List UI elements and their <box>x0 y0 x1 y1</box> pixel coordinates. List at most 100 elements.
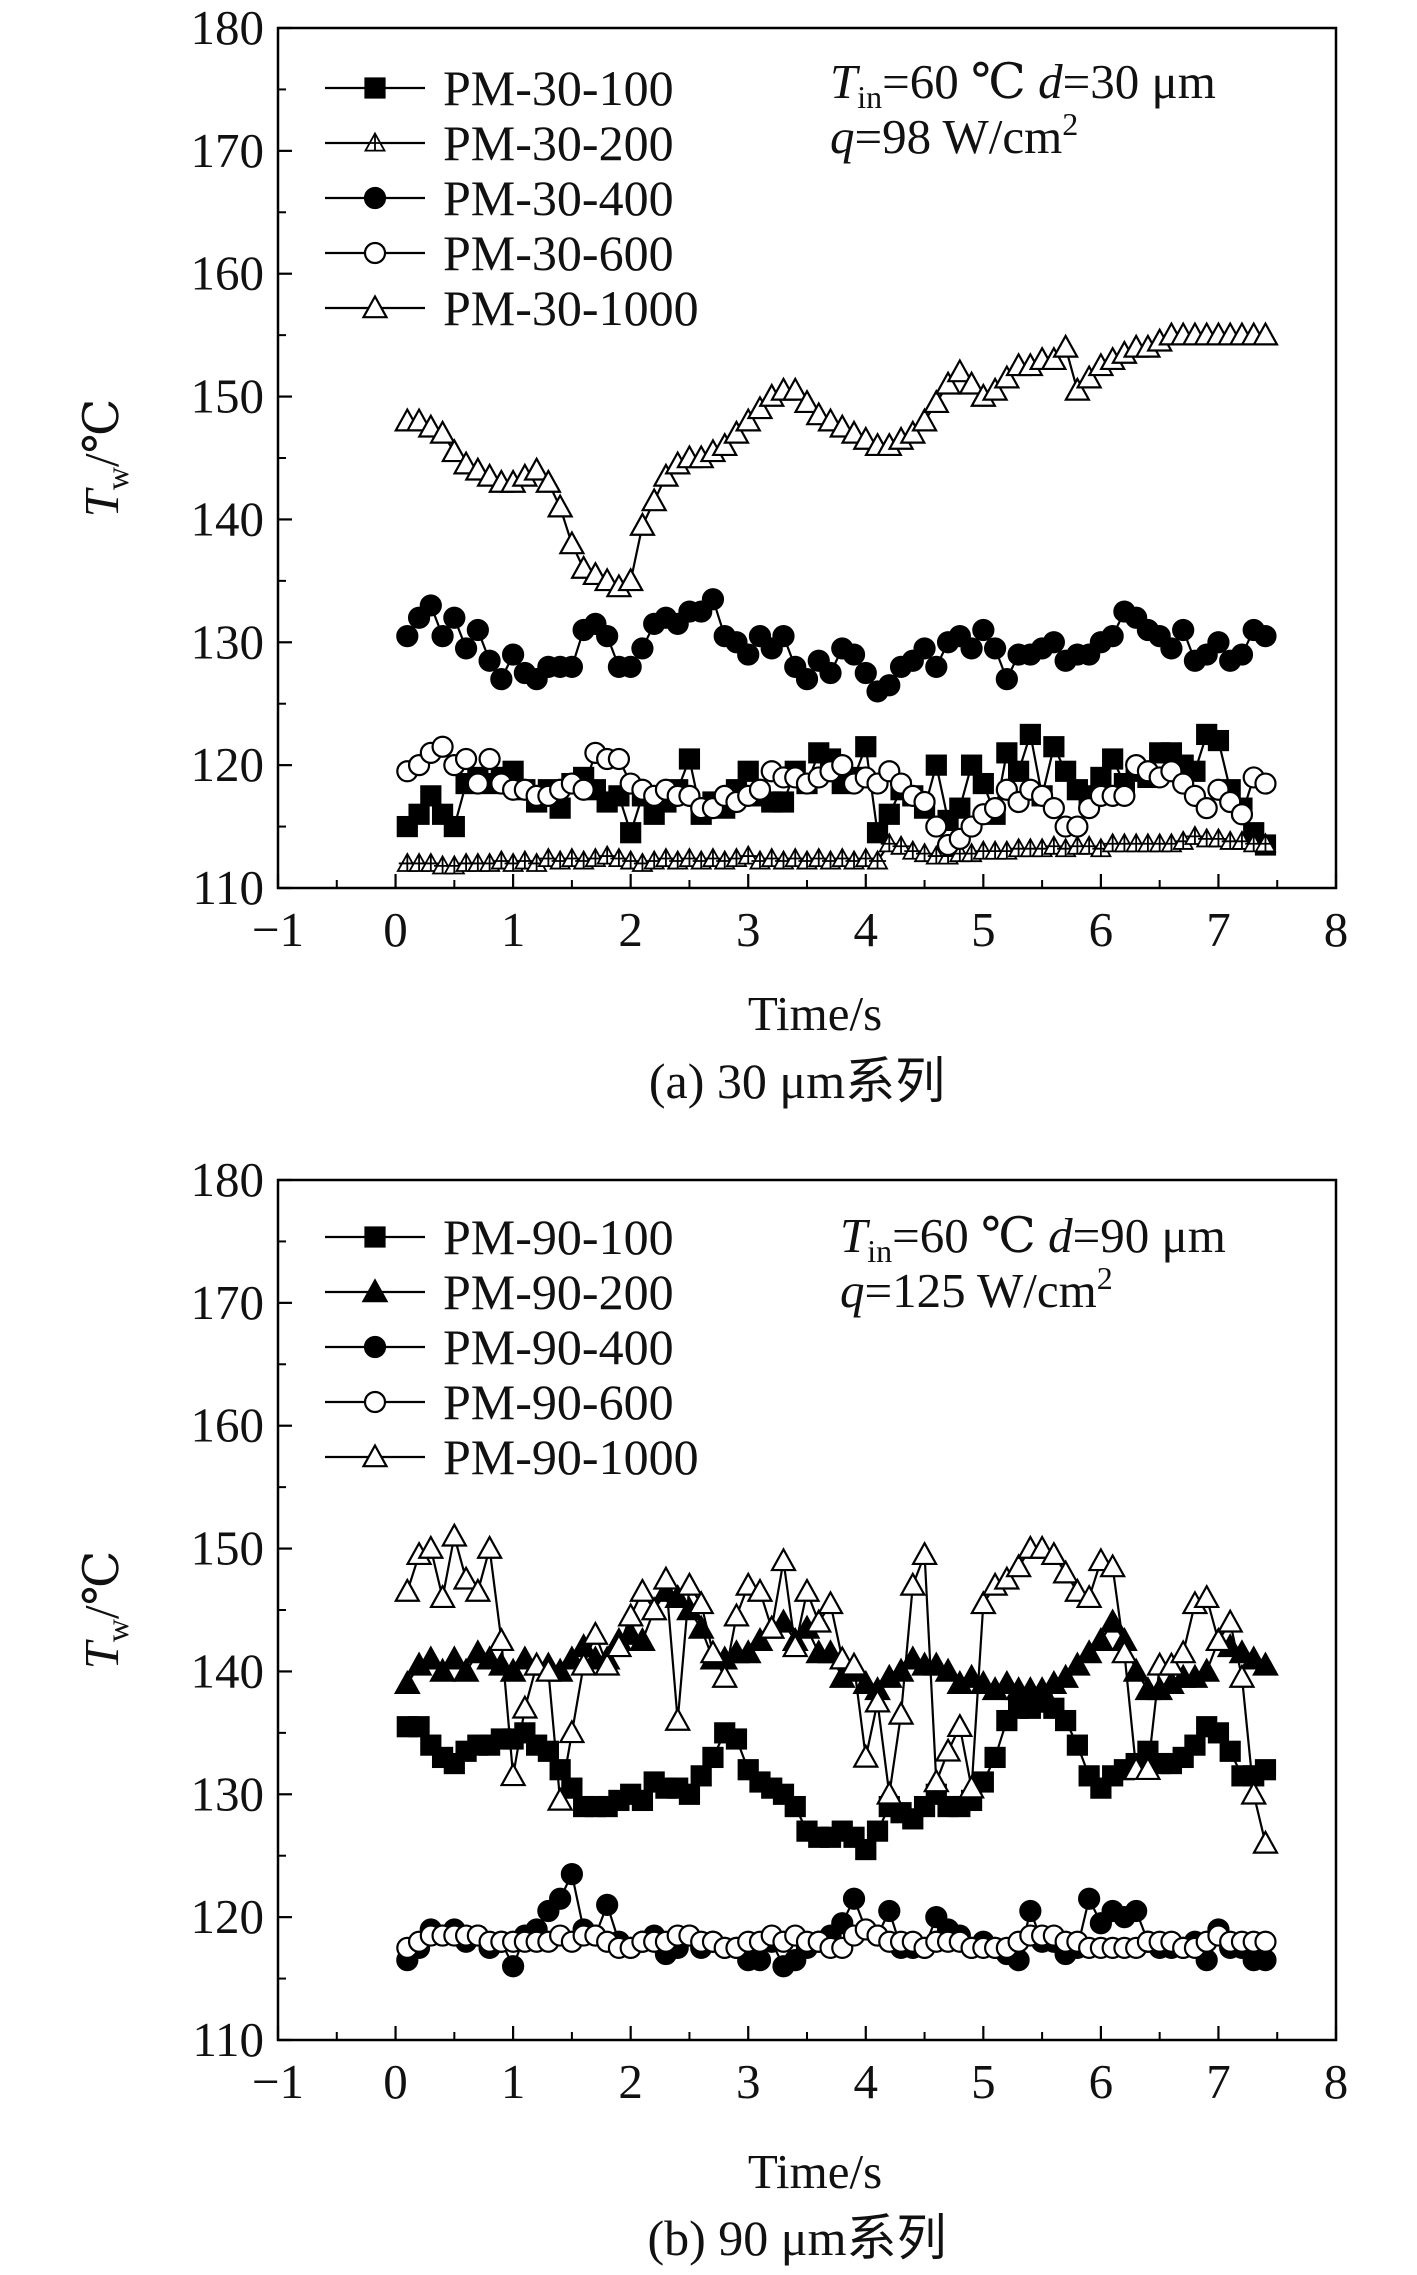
data-point <box>431 625 454 648</box>
data-point <box>993 364 1021 389</box>
data-point <box>1230 803 1254 826</box>
data-point <box>1040 345 1068 371</box>
data-point <box>772 625 795 648</box>
y-tick-label: 150 <box>191 1521 265 1576</box>
data-point <box>1101 625 1124 648</box>
legend-label: PM-90-400 <box>443 1319 674 1375</box>
data-point <box>596 1893 619 1916</box>
data-point <box>864 1688 891 1713</box>
data-point <box>629 1626 656 1652</box>
y-tick-label: 160 <box>191 246 265 301</box>
data-point <box>1252 321 1279 346</box>
x-tick-label: 1 <box>501 2054 526 2109</box>
series-PM-30-1000 <box>393 321 1279 598</box>
data-point <box>664 1706 692 1731</box>
data-point <box>899 1571 927 1596</box>
data-point <box>1193 1583 1221 1609</box>
x-tick-label: 7 <box>1206 902 1231 957</box>
data-point <box>984 1746 1006 1769</box>
x-tick-label: 2 <box>618 902 643 957</box>
data-point <box>440 438 468 463</box>
data-point <box>781 376 809 401</box>
data-point <box>1005 1553 1032 1578</box>
data-point <box>983 637 1007 660</box>
x-tick-label: 5 <box>971 2054 996 2109</box>
figure-caption: (b) 90 μm系列 <box>648 2210 947 2266</box>
legend-marker <box>361 1443 389 1468</box>
x-tick-label: −1 <box>252 902 304 957</box>
data-point <box>1066 815 1089 838</box>
data-point <box>1252 1829 1279 1854</box>
data-point <box>737 643 760 666</box>
data-point <box>758 1614 786 1639</box>
series-PM-30-400 <box>396 588 1277 703</box>
data-point <box>1052 1559 1079 1584</box>
data-point <box>1195 797 1218 820</box>
data-point <box>429 419 456 444</box>
data-point <box>890 834 913 855</box>
legend-entry: PM-90-1000 <box>325 1429 699 1485</box>
data-point <box>934 1737 962 1762</box>
data-point <box>452 1657 480 1682</box>
data-point <box>605 1633 633 1658</box>
data-point <box>995 668 1018 691</box>
data-point <box>996 742 1018 764</box>
data-point <box>725 1728 748 1750</box>
data-point <box>1043 736 1065 758</box>
data-point <box>793 388 821 414</box>
data-point <box>781 1633 809 1658</box>
data-point <box>1099 1553 1127 1578</box>
data-point <box>1055 760 1077 782</box>
data-point <box>454 637 478 660</box>
data-point <box>1207 1722 1230 1744</box>
legend-label: PM-90-600 <box>443 1374 674 1430</box>
data-point <box>596 625 619 648</box>
data-point <box>1207 729 1230 752</box>
legend-marker <box>363 1390 387 1414</box>
data-point <box>1102 748 1124 770</box>
y-axis-title: Tw/℃ <box>74 1551 135 1670</box>
data-point <box>1125 1899 1148 1923</box>
data-point <box>1113 784 1136 807</box>
data-point <box>1254 625 1277 648</box>
x-tick-label: 7 <box>1206 2054 1231 2109</box>
data-point <box>487 1626 515 1652</box>
data-point <box>443 815 465 838</box>
data-point <box>1193 1657 1221 1682</box>
data-point <box>1075 364 1103 389</box>
data-point <box>734 1639 762 1664</box>
data-point <box>617 1602 645 1627</box>
data-point <box>748 778 772 801</box>
data-point <box>1019 1899 1042 1923</box>
legend-label: PM-90-1000 <box>443 1429 699 1485</box>
data-point <box>546 1786 574 1811</box>
data-point <box>972 772 994 795</box>
data-point <box>535 468 562 493</box>
data-point <box>535 1657 562 1682</box>
data-point <box>737 760 759 782</box>
legend-label: PM-90-100 <box>443 1209 674 1265</box>
data-point <box>723 419 750 444</box>
data-point <box>925 815 948 838</box>
data-point <box>631 637 654 660</box>
data-point <box>784 1795 806 1818</box>
data-point <box>408 1716 430 1738</box>
data-point <box>711 1663 739 1688</box>
series-PM-90-600 <box>396 1918 1277 1959</box>
data-point <box>593 1651 621 1676</box>
data-point <box>452 1565 480 1590</box>
y-tick-label: 180 <box>191 1152 265 1207</box>
data-point <box>631 1789 654 1812</box>
data-point <box>1172 618 1195 642</box>
legend-marker <box>361 294 389 319</box>
series-PM-30-600 <box>396 735 1277 857</box>
data-point <box>417 1645 445 1670</box>
data-point <box>819 661 842 685</box>
data-point <box>875 1780 903 1805</box>
legend-marker <box>363 186 387 210</box>
y-tick-label: 130 <box>191 614 265 669</box>
data-point <box>620 822 642 844</box>
data-point <box>934 370 962 395</box>
data-point <box>429 1657 456 1682</box>
data-point <box>770 1547 797 1572</box>
